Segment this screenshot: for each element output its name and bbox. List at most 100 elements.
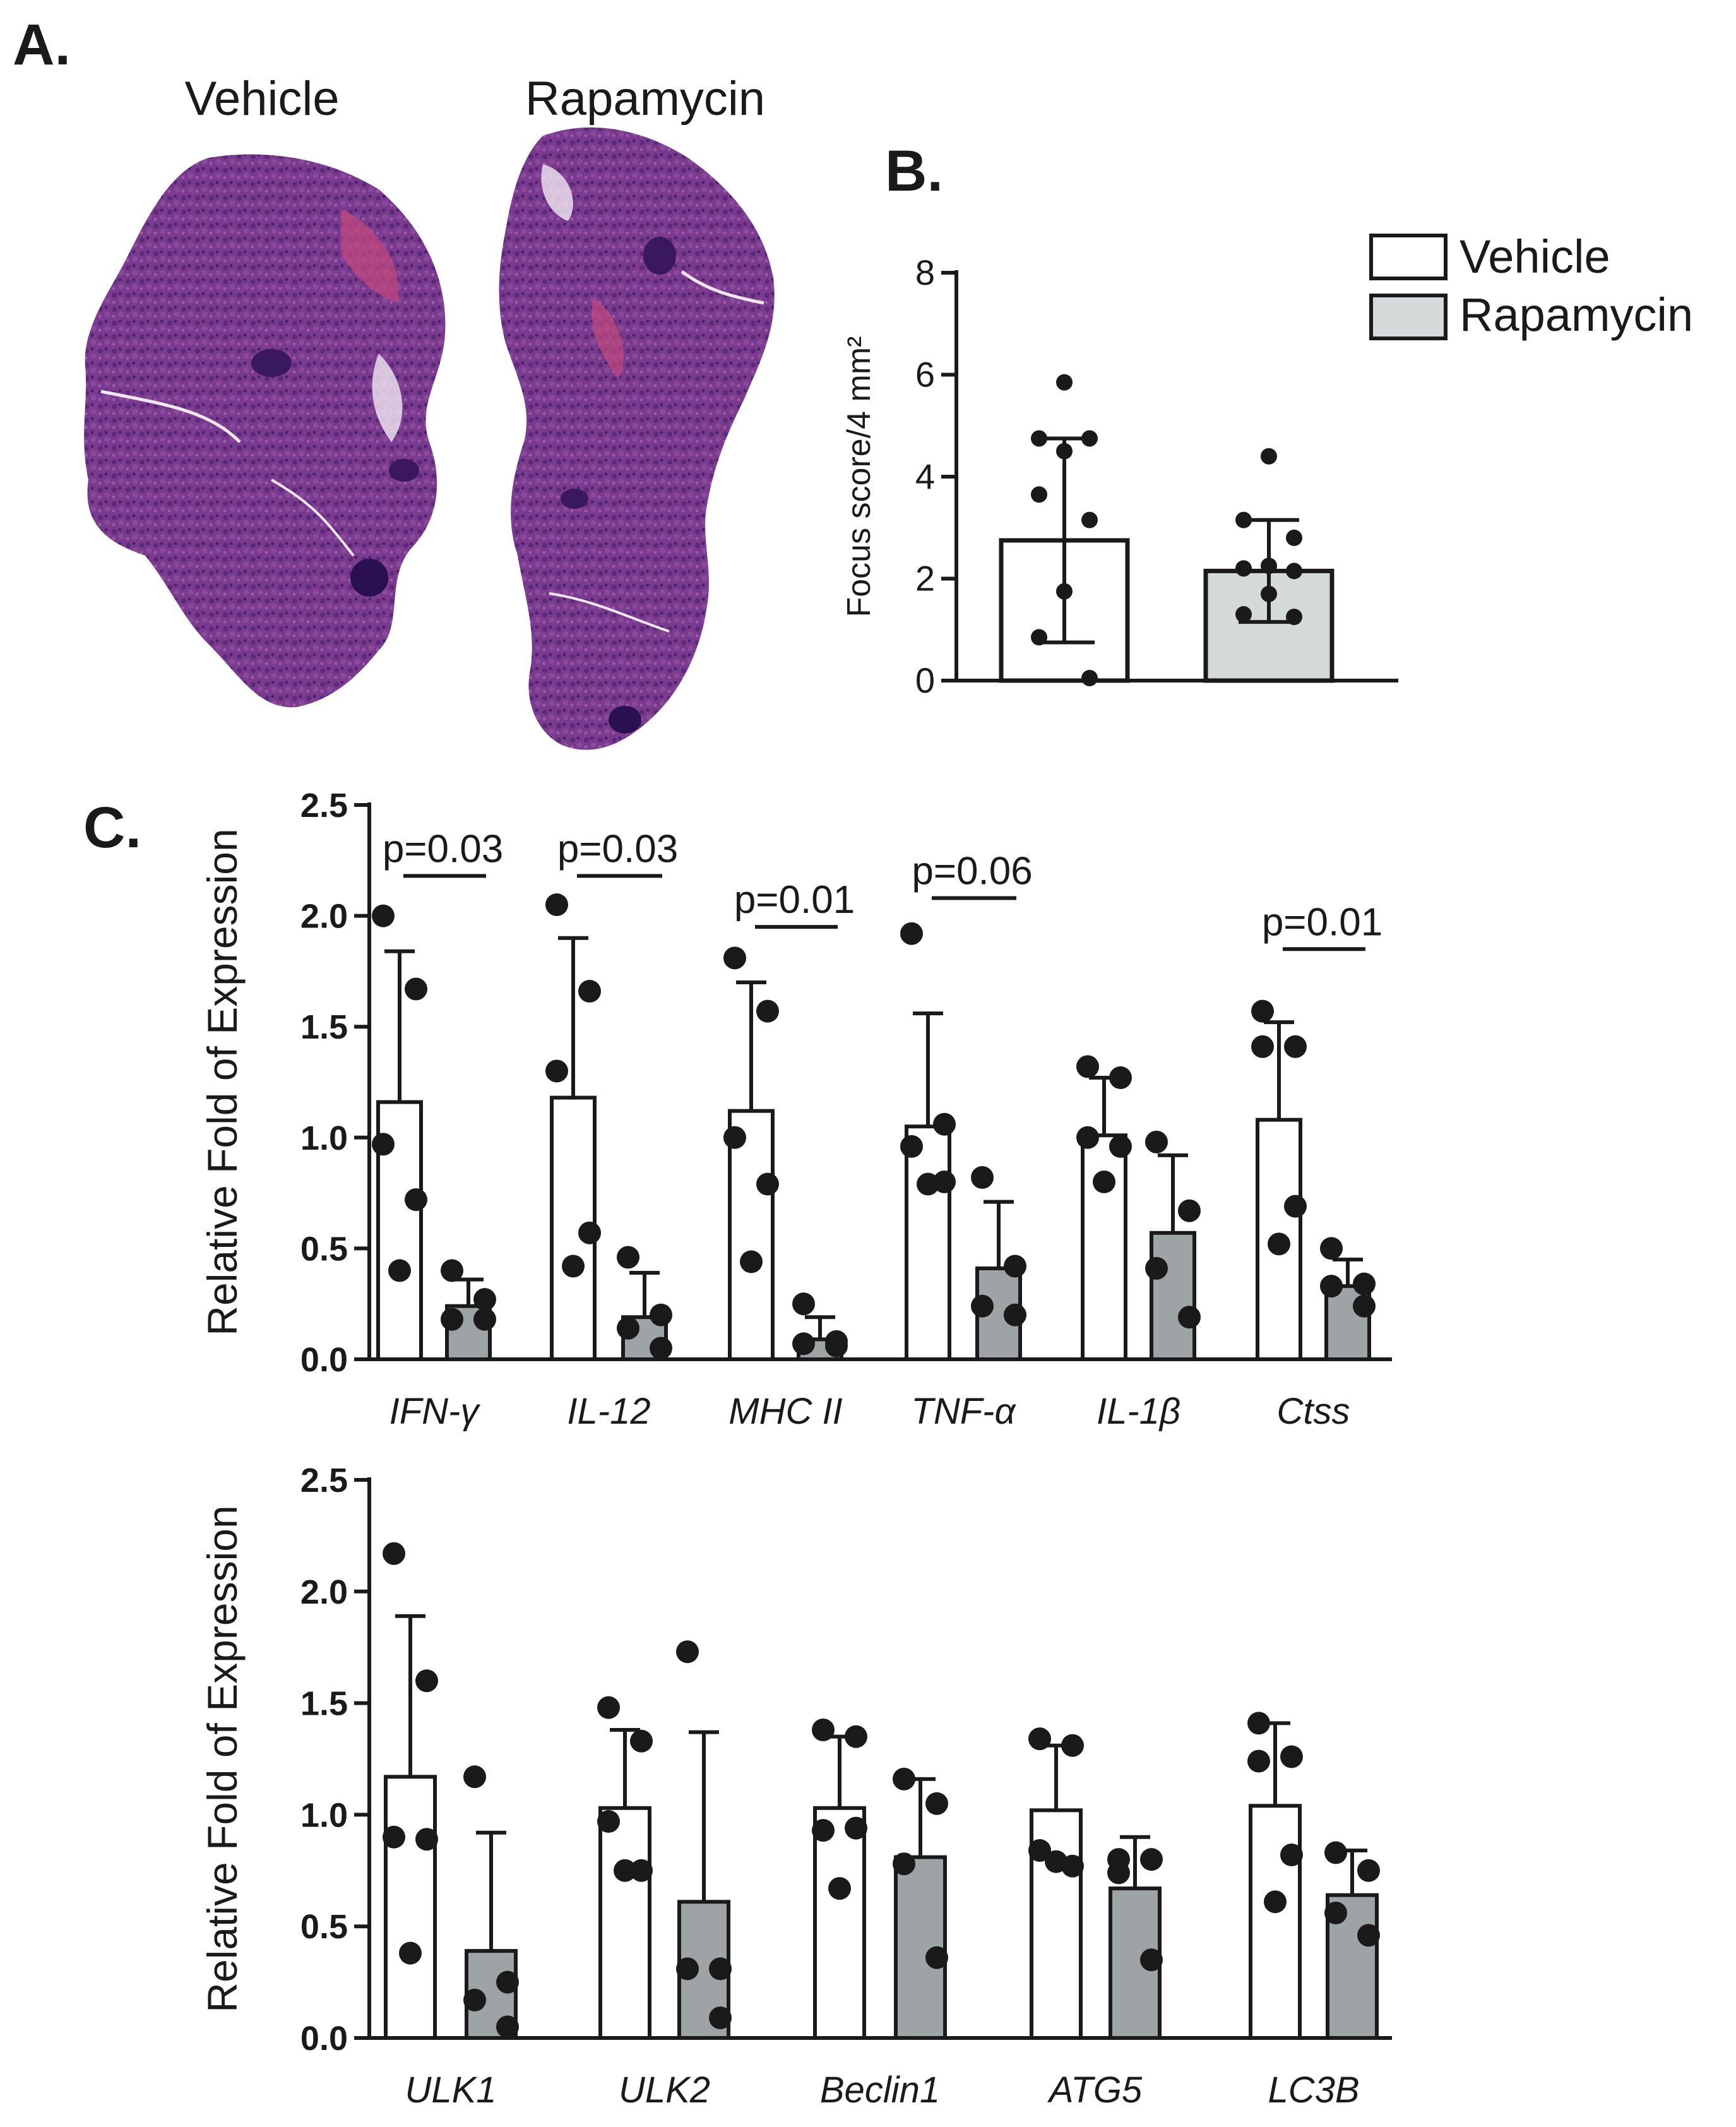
data-point-ifn--vehicle xyxy=(405,977,427,1001)
data-point-ctss-vehicle xyxy=(1284,1195,1307,1218)
autophagy-y-tick-label: 0.0 xyxy=(300,2020,348,2058)
data-point-il-12-rapamycin xyxy=(617,1246,639,1269)
autophagy-expression-chart: 0.0 0.5 1.0 1.5 2.0 2.5 Relative Fold of Expre… xyxy=(199,1462,1392,2111)
data-point-lc3b-vehicle xyxy=(1247,1749,1270,1773)
data-point-ifn--rapamycin xyxy=(441,1259,463,1282)
legend-label-rapamycin: Rapamycin xyxy=(1460,289,1693,341)
data-point-beclin1-vehicle xyxy=(845,1725,867,1748)
category-label-tnf-: TNF-α xyxy=(911,1391,1016,1432)
data-point-vehicle xyxy=(1031,486,1047,503)
data-point-ulk2-rapamycin xyxy=(709,2006,732,2030)
image-label-rapamycin: Rapamycin xyxy=(525,72,765,126)
bar-ulk2-vehicle xyxy=(598,1806,651,2040)
data-point-ulk1-rapamycin xyxy=(463,1988,486,2011)
panel-b-letter: B. xyxy=(885,139,943,203)
data-point-ulk1-rapamycin xyxy=(496,2015,519,2039)
data-point-tnf--vehicle xyxy=(900,1135,923,1158)
bar-beclin1-vehicle xyxy=(813,1806,866,2040)
data-point-tnf--vehicle xyxy=(917,1172,939,1196)
data-point-ifn--vehicle xyxy=(372,1133,395,1156)
category-label-atg5: ATG5 xyxy=(1047,2070,1143,2111)
data-point-ulk1-vehicle xyxy=(383,1825,405,1849)
data-point-il-1--rapamycin xyxy=(1178,1199,1201,1222)
inflammation-y-tick-label: 0.5 xyxy=(300,1230,348,1268)
data-point-ulk1-vehicle xyxy=(415,1669,438,1693)
p-value-label: p=0.03 xyxy=(383,827,503,871)
autophagy-y-tick-label: 0.5 xyxy=(300,1908,348,1946)
data-point-beclin1-rapamycin xyxy=(925,1946,948,1969)
data-point-rapamycin xyxy=(1235,560,1252,577)
bar-il-1--rapamycin xyxy=(1150,1230,1196,1362)
data-point-rapamycin xyxy=(1261,585,1277,602)
data-point-tnf--rapamycin xyxy=(971,1166,994,1189)
data-point-vehicle xyxy=(1056,583,1073,600)
data-point-lc3b-vehicle xyxy=(1264,1890,1287,1914)
data-point-ctss-rapamycin xyxy=(1353,1294,1376,1318)
data-point-ulk2-vehicle xyxy=(630,1859,653,1882)
data-point-ulk1-rapamycin xyxy=(463,1765,486,1789)
bar-atg5-vehicle xyxy=(1030,1808,1083,2040)
data-point-il-1--vehicle xyxy=(1109,1135,1132,1158)
autophagy-y-tick-label: 1.5 xyxy=(300,1685,348,1723)
data-point-mhc-ii-rapamycin xyxy=(792,1332,815,1355)
data-point-ctss-rapamycin xyxy=(1320,1275,1343,1298)
focus-y-tick-label: 0 xyxy=(915,660,935,700)
data-point-il-12-rapamycin xyxy=(617,1316,639,1340)
category-label-ifn-: IFN-γ xyxy=(389,1391,481,1432)
autophagy-y-tick-label: 2.0 xyxy=(300,1573,348,1611)
data-point-lc3b-rapamycin xyxy=(1324,1841,1347,1864)
bar-lc3b-vehicle xyxy=(1249,1804,1302,2041)
data-point-vehicle xyxy=(1056,443,1073,460)
inflammation-y-tick-label: 0.0 xyxy=(300,1341,348,1379)
data-point-ulk2-rapamycin xyxy=(709,1957,732,1981)
data-point-rapamycin xyxy=(1286,563,1302,580)
data-point-ifn--vehicle xyxy=(388,1259,411,1282)
data-point-il-12-vehicle xyxy=(545,893,568,917)
bar-lc3b-rapamycin xyxy=(1326,1893,1379,2041)
data-point-vehicle xyxy=(1081,430,1098,447)
focus-y-axis-title: Focus score/4 mm² xyxy=(841,337,877,617)
data-point-ifn--vehicle xyxy=(372,904,395,927)
data-point-rapamycin xyxy=(1261,448,1277,465)
inflammation-y-tick-label: 2.5 xyxy=(300,787,348,825)
p-value-label: p=0.03 xyxy=(557,827,678,871)
data-point-il-1--rapamycin xyxy=(1145,1130,1168,1153)
data-point-il-12-vehicle xyxy=(545,1059,568,1083)
focus-score-chart: 0 2 4 6 8 Focus score/4 mm² xyxy=(841,253,1398,700)
p-value-label: p=0.06 xyxy=(912,850,1032,893)
data-point-ulk2-vehicle xyxy=(597,1696,620,1719)
data-point-lc3b-rapamycin xyxy=(1357,1859,1380,1882)
data-point-ctss-rapamycin xyxy=(1353,1272,1376,1296)
data-point-ifn--vehicle xyxy=(405,1188,427,1212)
data-point-ctss-vehicle xyxy=(1268,1232,1290,1256)
panel-a-letter: A. xyxy=(13,13,71,77)
legend-swatch-vehicle xyxy=(1369,234,1448,280)
data-point-mhc-ii-rapamycin xyxy=(825,1334,848,1357)
data-point-tnf--rapamycin xyxy=(971,1294,994,1318)
bar-ulk1-vehicle xyxy=(384,1775,437,2041)
inflammation-y-axis-title: Relative Fold of Expression xyxy=(199,828,246,1335)
data-point-ifn--rapamycin xyxy=(473,1308,496,1331)
data-point-vehicle xyxy=(1081,511,1098,528)
autophagy-y-axis-title: Relative Fold of Expression xyxy=(199,1505,246,2012)
data-point-vehicle xyxy=(1056,374,1073,391)
data-point-rapamycin xyxy=(1261,557,1277,575)
data-point-rapamycin xyxy=(1235,606,1252,623)
data-point-ulk1-vehicle xyxy=(415,1828,438,1851)
data-point-il-12-vehicle xyxy=(562,1254,585,1278)
data-point-ulk2-rapamycin xyxy=(676,1957,699,1981)
data-point-lc3b-vehicle xyxy=(1247,1712,1270,1735)
data-point-il-12-vehicle xyxy=(578,980,601,1003)
data-point-beclin1-vehicle xyxy=(828,1877,851,1900)
rapamycin-histology-image xyxy=(499,127,775,750)
data-point-beclin1-vehicle xyxy=(845,1816,867,1840)
data-point-rapamycin xyxy=(1286,529,1302,546)
data-point-il-1--vehicle xyxy=(1076,1126,1099,1149)
data-point-rapamycin xyxy=(1286,609,1302,626)
data-point-ulk1-vehicle xyxy=(399,1941,422,1965)
data-point-mhc-ii-vehicle xyxy=(740,1250,763,1273)
category-label-lc3b: LC3B xyxy=(1268,2070,1359,2111)
data-point-lc3b-rapamycin xyxy=(1324,1901,1347,1924)
data-point-il-1--vehicle xyxy=(1076,1055,1099,1078)
